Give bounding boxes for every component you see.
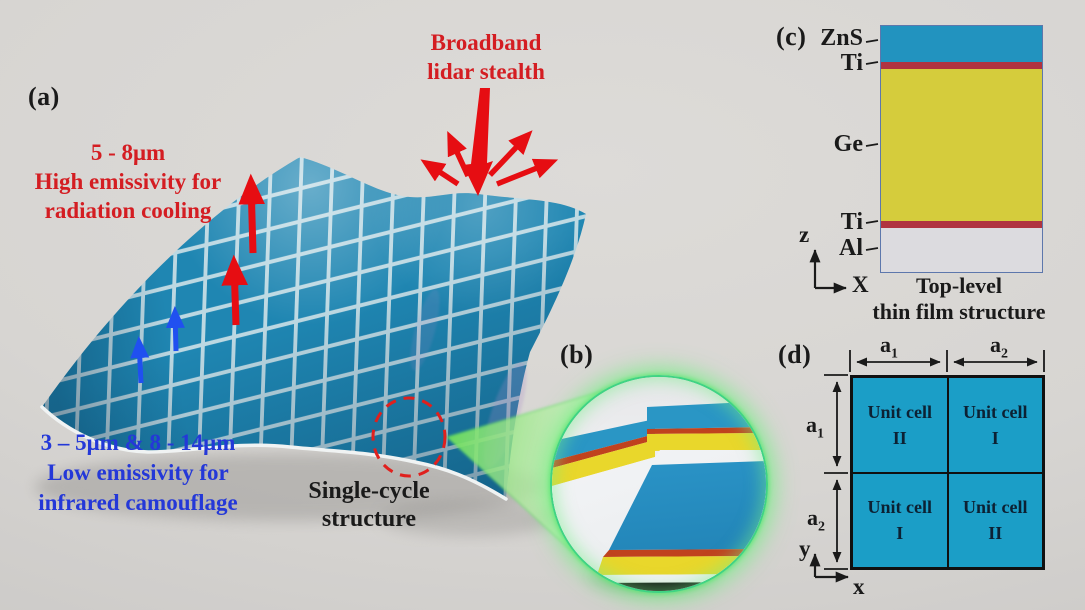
inset-back-terrace-ge — [647, 433, 766, 451]
layer-label-al: Al — [839, 235, 863, 261]
lidar-arrows — [420, 88, 559, 196]
layer-al — [881, 228, 1042, 272]
red-up-arrow — [238, 173, 265, 254]
magnified-inset-circle — [550, 375, 768, 593]
layer-ge — [881, 69, 1042, 221]
caption-line1: Top-level — [916, 273, 1002, 298]
scatter-arrow — [495, 158, 559, 187]
cell-roman: II — [892, 427, 907, 448]
inset-bottom-shadow — [587, 582, 766, 591]
unit-cell-bottom-left: Unit cell I — [852, 472, 948, 568]
dim-a2-top: a2 — [990, 332, 1008, 362]
cell-text: Unit cell — [867, 401, 933, 422]
dim-a2-left: a2 — [807, 505, 825, 535]
dim-a1-top: a1 — [880, 332, 898, 362]
cell-roman: II — [988, 523, 1003, 544]
cell-text: Unit cell — [963, 497, 1028, 518]
lidar-line1: Broadband — [430, 30, 542, 55]
cell-text: Unit cell — [867, 497, 933, 518]
c-axis-x-label: X — [852, 272, 869, 297]
scatter-arrow — [447, 131, 471, 178]
low-emissivity-line2: Low emissivity for — [47, 460, 229, 485]
d-axis-y-label: y — [799, 536, 811, 561]
high-emissivity-line2: High emissivity for — [34, 169, 222, 194]
layer-zns — [881, 26, 1042, 62]
dim-a1-left: a1 — [806, 412, 824, 442]
unit-cell-bottom-right: Unit cell II — [947, 472, 1043, 568]
low-emissivity-line3: infrared camouflage — [38, 490, 238, 515]
high-emissivity-line3: radiation cooling — [44, 198, 212, 223]
layer-label-ge: Ge — [833, 131, 863, 157]
sheet-shadow — [35, 453, 560, 536]
scatter-arrow — [420, 159, 460, 187]
red-up-arrow — [221, 254, 249, 326]
blue-up-arrow — [130, 336, 150, 384]
unit-cell-grid: Unit cell II Unit cell I Unit cell I Uni… — [850, 375, 1045, 570]
layer-ti-bottom — [881, 221, 1042, 228]
cell-text: Unit cell — [963, 401, 1028, 422]
single-cycle-line1: Single-cycle — [308, 478, 430, 504]
c-axis-z-label: z — [799, 222, 810, 247]
layer-label-zns: ZnS — [820, 25, 863, 51]
inset-back-terrace-ti — [647, 427, 766, 434]
unit-cell-top-right: Unit cell I — [947, 377, 1043, 473]
low-emissivity-note: 3 – 5μm & 8 - 14μm Low emissivity for in… — [23, 428, 253, 518]
emission-arrows-red — [221, 173, 265, 326]
iridescent-streak — [410, 289, 440, 371]
scatter-arrow — [488, 130, 533, 177]
panel-c-label: (c) — [776, 22, 807, 51]
lidar-line2: lidar stealth — [427, 59, 545, 84]
inset-lower-terrace-al — [593, 574, 766, 583]
dashed-highlight-circle — [371, 396, 447, 478]
inset-lower-terrace-ti — [603, 549, 766, 557]
layer-label-ti-bottom: Ti — [840, 209, 863, 235]
lidar-stealth-note: Broadband lidar stealth — [376, 28, 596, 86]
caption-line2: thin film structure — [872, 299, 1046, 324]
cell-roman: I — [991, 427, 999, 448]
layer-label-ti-top: Ti — [840, 50, 863, 76]
unit-cell-top-left: Unit cell II — [852, 377, 948, 473]
emission-arrows-blue — [130, 306, 185, 384]
inset-lower-terrace-ge — [597, 556, 766, 575]
high-emissivity-note: 5 - 8μm High emissivity for radiation co… — [18, 138, 238, 225]
blue-up-arrow — [165, 306, 185, 352]
high-emissivity-line1: 5 - 8μm — [90, 140, 166, 165]
layer-labels: ZnS Ti Ge Ti Al — [760, 0, 863, 280]
low-emissivity-line1: 3 – 5μm & 8 - 14μm — [40, 430, 236, 455]
panel-b-label: (b) — [560, 340, 594, 369]
single-cycle-note: Single-cycle structure — [269, 477, 469, 533]
panel-d-label: (d) — [778, 340, 812, 369]
incident-lidar-arrow — [463, 88, 493, 196]
d-axis-x-label: x — [853, 574, 865, 599]
layer-ti-top — [881, 62, 1042, 69]
single-cycle-line2: structure — [321, 506, 417, 532]
panel-a-label: (a) — [28, 82, 60, 111]
thin-film-caption: Top-level thin film structure — [837, 273, 1081, 325]
thin-film-stack — [880, 25, 1043, 273]
sheet-bottom-rim — [40, 405, 508, 501]
cell-roman: I — [896, 523, 904, 544]
